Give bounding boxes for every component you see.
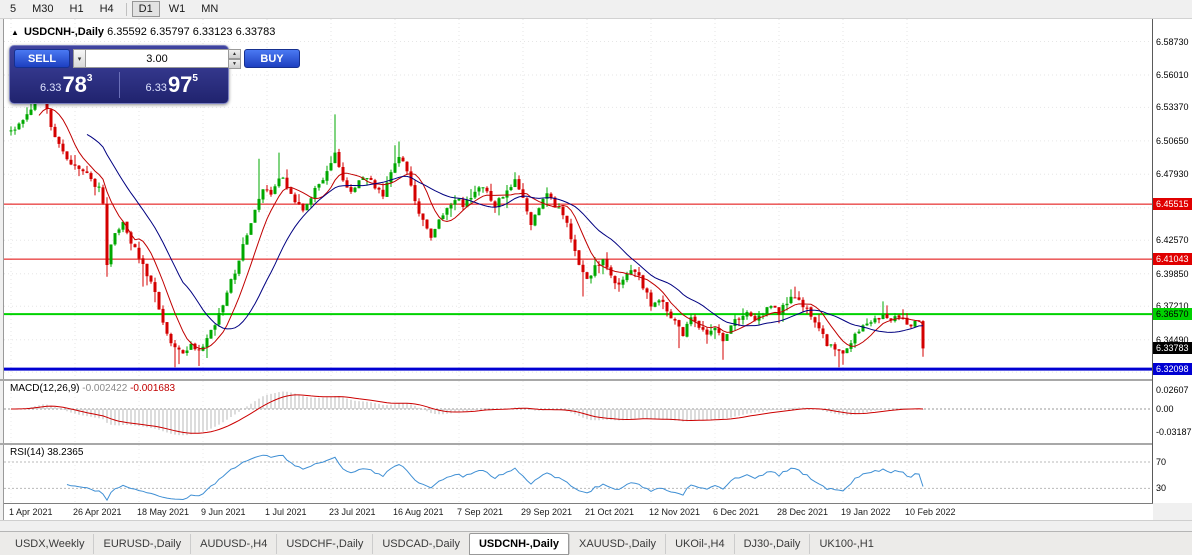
chart-tab-usdchf-daily[interactable]: USDCHF-,Daily [276, 533, 372, 554]
timeframe-button-h4[interactable]: H4 [99, 3, 114, 15]
chart-tabbar: USDX,Weekly EURUSD-,Daily AUDUSD-,H4 USDCHF… [0, 531, 1192, 555]
rsi-label: RSI(14) 38.2365 [10, 447, 83, 458]
timeframe-button-m30[interactable]: M30 [32, 3, 54, 15]
rsi-axis-label: 30 [1156, 483, 1167, 494]
price-axis-label: 6.39850 [1156, 268, 1189, 279]
chart-bottom-strip [0, 520, 1192, 531]
date-axis-label: 18 May 2021 [137, 507, 190, 517]
date-axis-label: 9 Jun 2021 [201, 507, 246, 517]
rsi-value: 38.2365 [47, 447, 84, 458]
lot-spinner: ▲ ▼ [229, 49, 241, 69]
chart-tab-uk100-h1[interactable]: UK100-,H1 [809, 533, 882, 554]
buy-price-big: 97 [167, 72, 193, 97]
buy-price-prefix: 6.33 [145, 82, 167, 94]
macd-panel: MACD(12,26,9) -0.002422 -0.001683 [4, 381, 1153, 443]
date-axis-label: 16 Aug 2021 [393, 507, 444, 517]
macd-chart [4, 381, 1153, 443]
sell-price-big: 78 [62, 72, 87, 97]
macd-axis-label: -0.03187 [1156, 427, 1192, 438]
date-axis-label: 21 Oct 2021 [585, 507, 635, 517]
price-level-badge: 6.41043 [1153, 253, 1192, 266]
price-axis-label: 6.47930 [1156, 169, 1189, 180]
lot-decrease-button[interactable]: ▼ [229, 59, 241, 69]
sell-price-prefix: 6.33 [40, 82, 62, 94]
timeframe-button-w1[interactable]: W1 [168, 3, 186, 15]
lot-dropdown-button[interactable]: ▾ [73, 49, 86, 68]
panel-splitter-macd[interactable] [0, 379, 1192, 381]
lot-size-group: ▾ ▲ ▼ [73, 49, 241, 69]
chart-title: ▲ USDCNH-,Daily 6.35592 6.35797 6.33123 … [11, 26, 275, 38]
chart-tab-audusd-h4[interactable]: AUDUSD-,H4 [190, 533, 276, 554]
trade-prices-row: 6.33 78 3 6.33 97 5 [14, 70, 224, 100]
date-axis-label: 1 Apr 2021 [9, 507, 53, 517]
price-axis-label: 6.37210 [1156, 301, 1189, 312]
rsi-indicator-name: RSI(14) [10, 447, 45, 458]
main-chart-panel[interactable]: ▲ USDCNH-,Daily 6.35592 6.35797 6.33123 … [4, 19, 1153, 379]
oct-collapse-arrow[interactable]: ▲ [11, 28, 19, 37]
date-axis-label: 26 Apr 2021 [73, 507, 122, 517]
macd-indicator-name: MACD(12,26,9) [10, 383, 80, 394]
toolbar-separator [125, 2, 127, 16]
date-axis-label: 10 Feb 2022 [905, 507, 956, 517]
price-axis-label: 6.42570 [1156, 235, 1189, 246]
price-axis-label: 6.50650 [1156, 135, 1189, 146]
macd-label: MACD(12,26,9) -0.002422 -0.001683 [10, 383, 175, 394]
chart-tab-usdcnh-daily[interactable]: USDCNH-,Daily [468, 532, 570, 555]
chart-ohlc-values: 6.35592 6.35797 6.33123 6.33783 [107, 26, 276, 38]
macd-axis-label: 0.02607 [1156, 385, 1189, 396]
price-axis-label: 6.56010 [1156, 69, 1189, 80]
chart-area: ▲ USDCNH-,Daily 6.35592 6.35797 6.33123 … [3, 19, 1153, 520]
sell-price-display: 6.33 78 3 [14, 73, 119, 97]
macd-axis-label: 0.00 [1156, 404, 1174, 414]
date-axis-label: 23 Jul 2021 [329, 507, 376, 517]
chart-tab-usdcad-daily[interactable]: USDCAD-,Daily [372, 533, 469, 554]
chart-tab-dj30-daily[interactable]: DJ30-,Daily [733, 533, 810, 554]
buy-button[interactable]: BUY [244, 49, 300, 68]
buy-price-display: 6.33 97 5 [120, 73, 225, 97]
candlestick-chart[interactable] [4, 19, 1153, 379]
macd-signal-value: -0.001683 [130, 383, 176, 394]
sell-price-pip: 3 [86, 73, 93, 84]
timeframe-button-h1[interactable]: H1 [69, 3, 84, 15]
price-axis-label: 6.53370 [1156, 102, 1189, 113]
price-axis: 6.58730 6.56010 6.53370 6.50650 6.47930 6.425… [1152, 19, 1192, 503]
date-axis-label: 29 Sep 2021 [521, 507, 573, 517]
price-axis-label: 6.58730 [1156, 36, 1189, 47]
chart-tab-xauusd-daily[interactable]: XAUUSD-,Daily [569, 533, 665, 554]
sell-button[interactable]: SELL [14, 49, 70, 68]
timeframe-button-mn[interactable]: MN [201, 3, 219, 15]
price-level-badge: 6.32098 [1153, 363, 1192, 376]
timeframe-toolbar: 5 M30 H1 H4 D1 W1 MN [0, 0, 1192, 19]
chart-tab-ukoil-h4[interactable]: UKOil-,H4 [665, 533, 734, 554]
macd-main-value: -0.002422 [82, 383, 128, 394]
lot-size-input[interactable] [86, 49, 229, 68]
timeframe-button-d1[interactable]: D1 [131, 1, 160, 17]
price-axis-label: 6.34490 [1156, 334, 1189, 345]
trade-controls-row: SELL ▾ ▲ ▼ BUY [14, 49, 300, 69]
date-axis-label: 7 Sep 2021 [457, 507, 504, 517]
lot-increase-button[interactable]: ▲ [229, 49, 241, 59]
rsi-panel: RSI(14) 38.2365 [4, 445, 1153, 503]
date-axis-label: 19 Jan 2022 [841, 507, 891, 517]
buy-price-pip: 5 [192, 73, 198, 84]
chart-tab-usdx-weekly[interactable]: USDX,Weekly [15, 537, 85, 550]
price-level-badge: 6.45515 [1153, 198, 1192, 211]
date-axis: 1 Apr 2021 26 Apr 2021 18 May 2021 9 Jun 20… [4, 503, 1153, 520]
current-price-badge: 6.33783 [1153, 342, 1192, 355]
date-axis-label: 6 Dec 2021 [713, 507, 760, 517]
chart-symbol-label: USDCNH-,Daily [23, 26, 105, 38]
chart-tab-eurusd-daily[interactable]: EURUSD-,Daily [93, 533, 190, 554]
price-level-badge: 6.36570 [1153, 308, 1192, 321]
date-axis-label: 28 Dec 2021 [777, 507, 829, 517]
one-click-trading-widget: SELL ▾ ▲ ▼ BUY 6.33 78 3 [9, 45, 300, 104]
price-divider [118, 72, 120, 98]
rsi-chart [4, 445, 1153, 503]
timeframe-button-5[interactable]: 5 [10, 3, 17, 15]
panel-splitter-rsi[interactable] [0, 443, 1192, 445]
date-axis-label: 12 Nov 2021 [649, 507, 701, 517]
date-axis-label: 1 Jul 2021 [265, 507, 307, 517]
rsi-axis-label: 70 [1156, 457, 1167, 467]
